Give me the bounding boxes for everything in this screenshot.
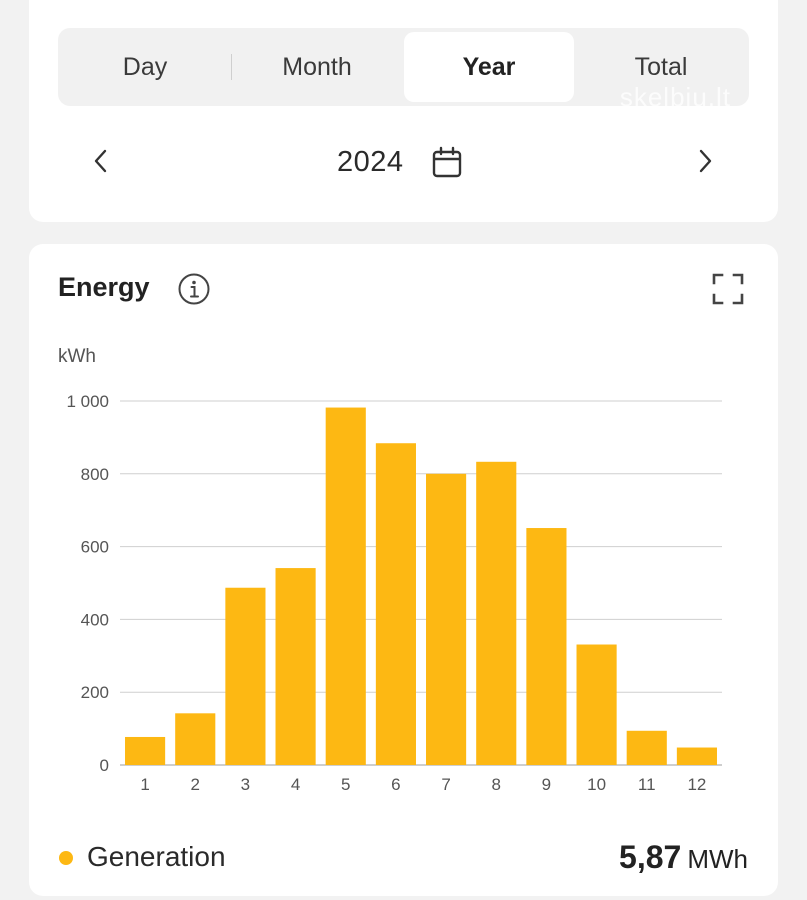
y-axis-label: kWh xyxy=(58,346,96,367)
legend-label: Generation xyxy=(87,841,226,872)
bar-month-3[interactable] xyxy=(225,587,266,765)
bar-month-5[interactable] xyxy=(325,407,366,765)
selected-year: 2024 xyxy=(337,146,404,178)
previous-period-button[interactable] xyxy=(81,136,121,186)
bar-month-2[interactable] xyxy=(175,713,216,765)
energy-title: Energy xyxy=(58,272,150,302)
x-tick-label: 2 xyxy=(191,775,200,794)
expand-icon[interactable] xyxy=(711,272,745,306)
x-tick-label: 12 xyxy=(687,775,706,794)
x-tick-label: 1 xyxy=(140,775,149,794)
x-tick-label: 10 xyxy=(587,775,606,794)
tab-month[interactable]: Month xyxy=(282,52,352,81)
tab-day[interactable]: Day xyxy=(122,52,168,81)
x-tick-label: 6 xyxy=(391,775,400,794)
legend-dot xyxy=(59,851,73,865)
x-tick-label: 4 xyxy=(291,775,300,794)
x-tick-label: 5 xyxy=(341,775,350,794)
x-tick-label: 9 xyxy=(542,775,551,794)
y-tick-label: 800 xyxy=(81,465,109,484)
total-unit: MWh xyxy=(687,844,748,874)
y-tick-label: 0 xyxy=(100,756,109,775)
bars xyxy=(125,407,717,765)
bar-month-12[interactable] xyxy=(676,747,717,765)
grid: 0 200 400 600 800 1 000 xyxy=(66,392,722,775)
tab-year[interactable]: Year xyxy=(404,32,574,102)
y-tick-label: 200 xyxy=(81,683,109,702)
x-tick-label: 8 xyxy=(492,775,501,794)
bar-month-7[interactable] xyxy=(426,473,467,765)
x-tick-label: 3 xyxy=(241,775,250,794)
period-tabs: Day Month Year Total skelbiu.lt xyxy=(58,28,749,112)
bar-month-10[interactable] xyxy=(576,644,617,765)
period-card: Day Month Year Total skelbiu.lt 2024 xyxy=(29,0,778,222)
bar-month-11[interactable] xyxy=(626,730,667,765)
tab-total[interactable]: Total xyxy=(634,52,688,81)
total-generation: 5,87 MWh xyxy=(619,839,748,876)
tab-divider xyxy=(231,54,232,80)
y-tick-label: 600 xyxy=(81,538,109,557)
x-tick-labels: 1 2 3 4 5 6 7 8 9 10 11 12 xyxy=(140,775,706,794)
x-tick-label: 11 xyxy=(638,775,656,794)
x-tick-label: 7 xyxy=(441,775,450,794)
total-value: 5,87 xyxy=(619,839,682,875)
y-tick-label: 400 xyxy=(81,610,109,629)
calendar-icon[interactable] xyxy=(432,146,462,178)
bar-month-9[interactable] xyxy=(526,528,567,765)
bar-month-6[interactable] xyxy=(375,443,416,765)
info-icon[interactable] xyxy=(177,272,211,306)
chevron-left-icon xyxy=(94,149,107,173)
bar-month-1[interactable] xyxy=(125,736,166,765)
watermark: skelbiu.lt xyxy=(619,82,731,112)
chevron-right-icon xyxy=(699,149,712,173)
bar-month-4[interactable] xyxy=(275,568,316,765)
next-period-button[interactable] xyxy=(685,136,725,186)
y-tick-label: 1 000 xyxy=(66,392,109,411)
bar-month-8[interactable] xyxy=(476,461,517,765)
